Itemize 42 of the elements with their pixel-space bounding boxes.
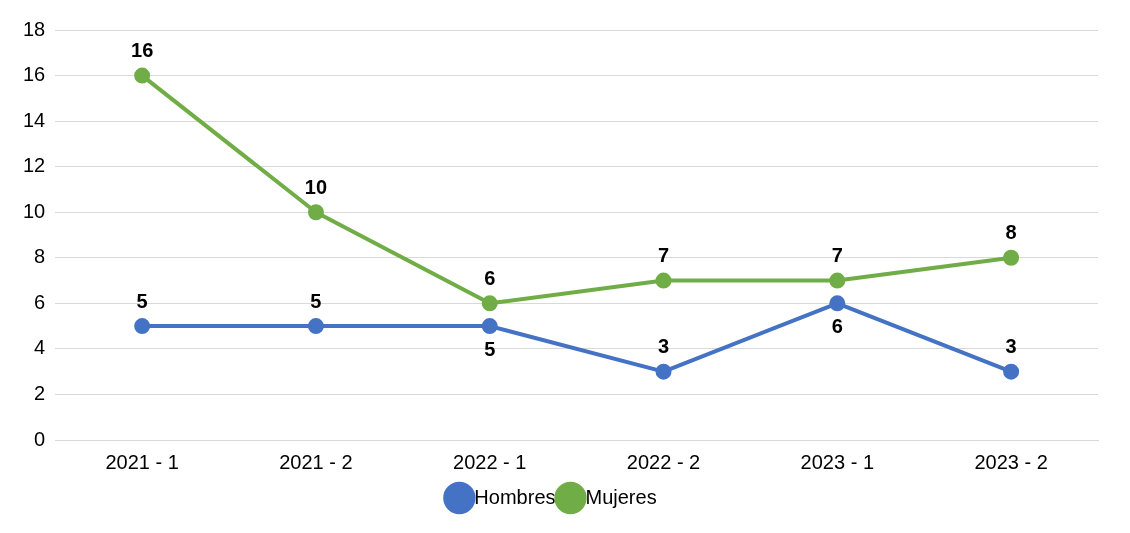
y-tick-label: 2 xyxy=(34,381,46,404)
point xyxy=(134,67,151,84)
data-label: 7 xyxy=(657,244,670,267)
point xyxy=(655,363,672,380)
y-tick-label: 18 xyxy=(23,17,46,40)
legend-label: Hombres xyxy=(474,485,556,508)
y-tick-label: 0 xyxy=(34,427,46,450)
y-tick-label: 6 xyxy=(34,290,46,313)
point xyxy=(134,318,151,335)
x-tick-label: 2021 - 2 xyxy=(279,450,353,473)
data-label: 5 xyxy=(310,289,322,312)
point xyxy=(307,318,324,335)
y-tick-label: 12 xyxy=(23,154,46,177)
data-label: 6 xyxy=(831,314,843,337)
data-label: 8 xyxy=(1005,221,1017,244)
point xyxy=(655,272,672,289)
point xyxy=(307,204,324,221)
x-tick-label: 2022 - 2 xyxy=(626,450,701,473)
data-label: 5 xyxy=(136,289,148,312)
x-tick-label: 2021 - 1 xyxy=(105,450,179,473)
point xyxy=(829,295,846,312)
point xyxy=(481,318,498,335)
data-label: 5 xyxy=(484,337,496,360)
data-label: 16 xyxy=(131,39,154,62)
y-tick-label: 10 xyxy=(23,199,46,222)
data-label: 6 xyxy=(484,266,496,289)
x-tick-label: 2022 - 1 xyxy=(453,450,527,473)
x-tick-label: 2023 - 2 xyxy=(974,450,1048,473)
point xyxy=(481,295,498,312)
point xyxy=(1003,363,1020,380)
legend-label: Mujeres xyxy=(585,485,657,508)
data-label: 3 xyxy=(1005,335,1017,358)
y-tick-label: 14 xyxy=(23,108,46,131)
x-tick-label: 2023 - 1 xyxy=(800,450,875,473)
data-label: 3 xyxy=(657,335,670,358)
point xyxy=(829,272,846,289)
y-tick-label: 16 xyxy=(23,63,46,86)
data-label: 7 xyxy=(831,244,843,267)
y-tick-label: 8 xyxy=(34,245,46,268)
data-label: 10 xyxy=(304,175,328,198)
point xyxy=(1003,249,1020,266)
y-tick-label: 4 xyxy=(34,336,46,359)
